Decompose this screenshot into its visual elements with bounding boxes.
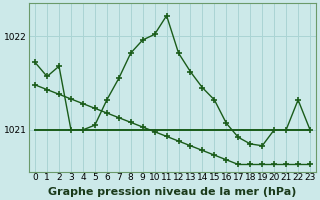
X-axis label: Graphe pression niveau de la mer (hPa): Graphe pression niveau de la mer (hPa)	[48, 187, 297, 197]
